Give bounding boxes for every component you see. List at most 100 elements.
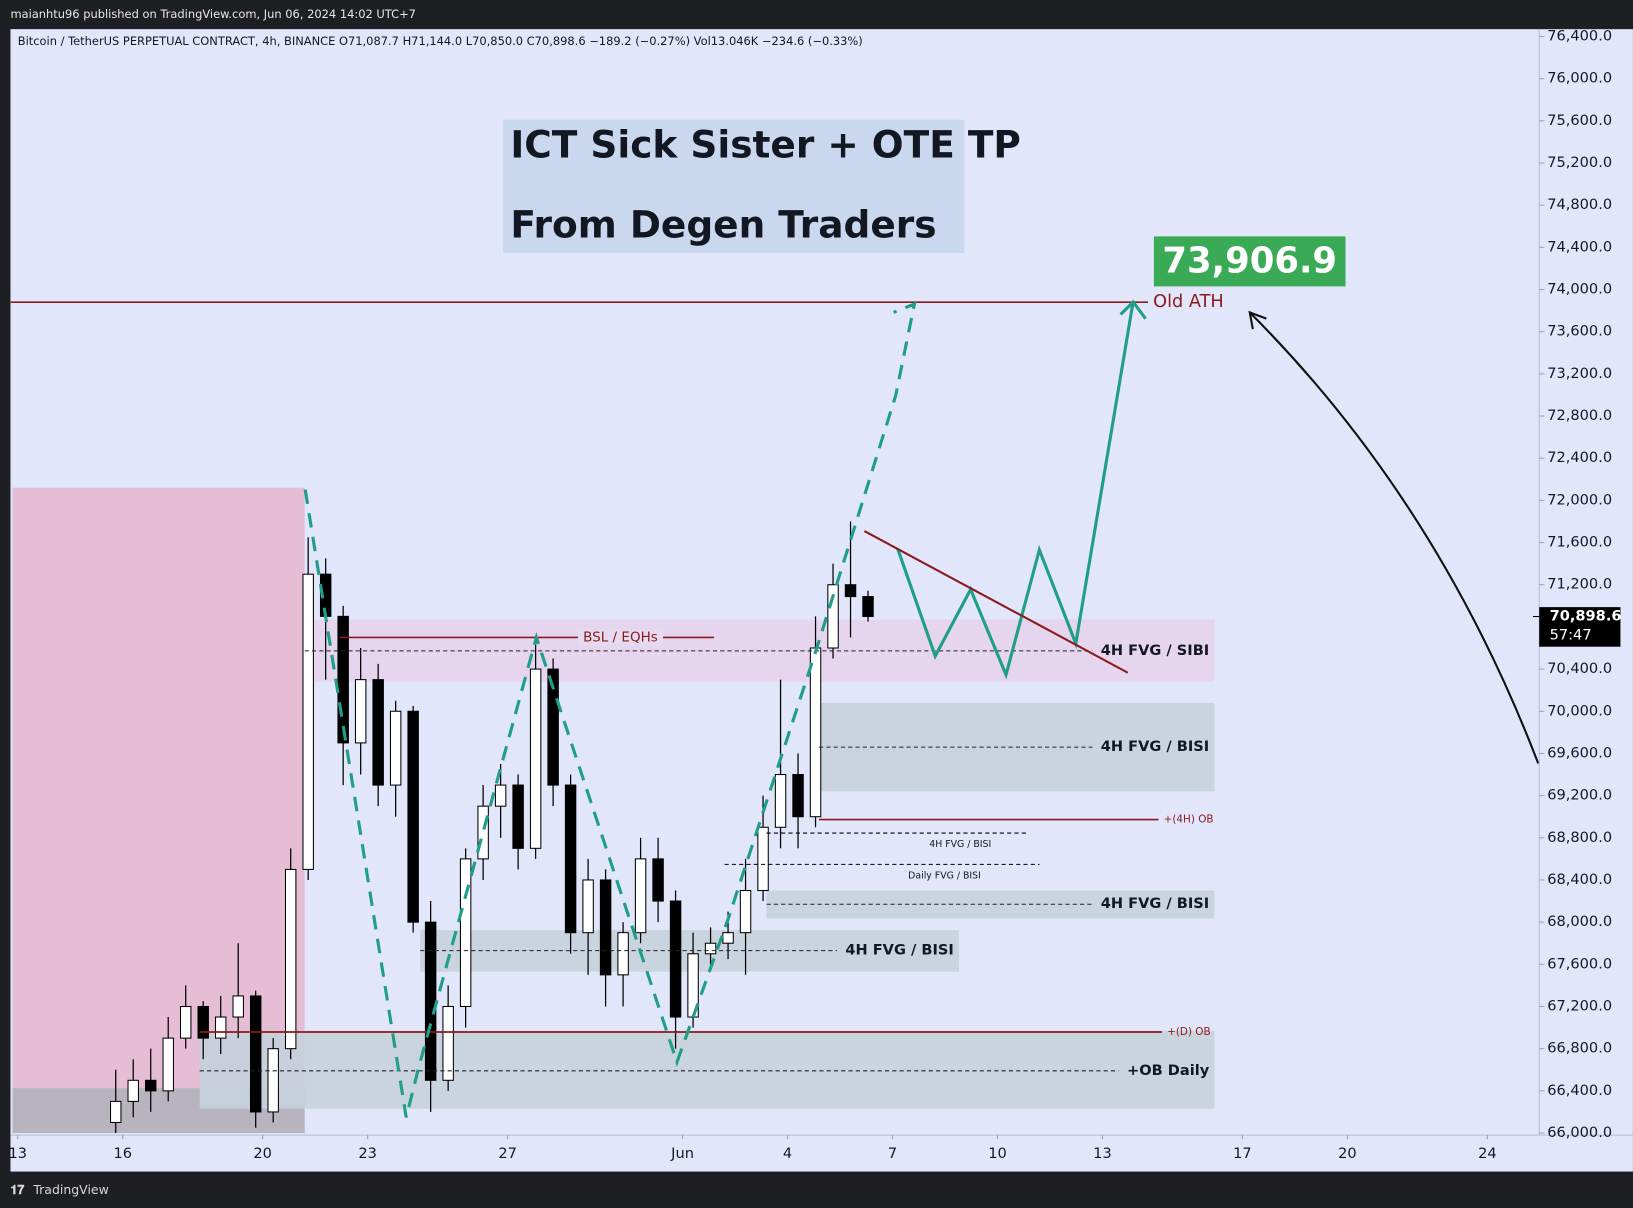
last-price-box — [1539, 607, 1621, 647]
x-tick-label: 20 — [1338, 1145, 1357, 1162]
candle-body — [197, 1005, 209, 1039]
candle-body — [844, 584, 857, 598]
trendline — [863, 530, 1129, 674]
zone — [199, 1030, 1215, 1109]
candle-body — [582, 879, 594, 934]
y-tick-label: 75,600.0 — [1547, 112, 1612, 129]
x-tick-label: 13 — [8, 1145, 27, 1162]
candle-body — [302, 573, 314, 870]
candle-body — [407, 710, 419, 923]
chart-subtitle: From Degen Traders — [510, 203, 936, 247]
candle-body — [704, 942, 717, 955]
projection-arrowhead — [1119, 299, 1147, 320]
x-tick-label: 10 — [988, 1145, 1007, 1162]
candle-body — [722, 932, 734, 944]
candle-body — [442, 1005, 454, 1081]
x-tick-label: 20 — [253, 1145, 272, 1162]
footer-brand: TradingView — [32, 1182, 108, 1197]
x-tick-label: Jun — [670, 1145, 694, 1162]
y-tick-label: 71,200.0 — [1547, 576, 1612, 593]
candle-body — [372, 679, 384, 786]
zone-label: 4H FVG / BISI — [845, 942, 953, 959]
symbol-line: Bitcoin / TetherUS PERPETUAL CONTRACT, 4… — [18, 34, 863, 48]
candle-body — [774, 774, 787, 828]
target-box — [1153, 236, 1346, 287]
y-tick-label: 74,400.0 — [1547, 238, 1612, 255]
candle-body — [512, 784, 524, 849]
projection-dashed — [303, 301, 917, 1118]
candle-body — [127, 1079, 139, 1102]
x-tick-label: 13 — [1093, 1145, 1112, 1162]
label-background — [577, 629, 664, 646]
candle-body — [547, 668, 559, 786]
y-tick-label: 68,400.0 — [1547, 871, 1612, 888]
y-tick-label: 75,200.0 — [1547, 154, 1612, 171]
y-tick-label: 67,200.0 — [1547, 997, 1612, 1014]
target-label: 73,906.9 — [1162, 240, 1337, 281]
x-tick-label: 4 — [783, 1145, 792, 1162]
y-tick-label: 68,000.0 — [1547, 913, 1612, 930]
x-tick-label: 17 — [1233, 1145, 1252, 1162]
zone-label: 4H FVG / SIBI — [1101, 642, 1209, 659]
last-price-label: 70,898.6 — [1550, 608, 1622, 625]
chart-title: ICT Sick Sister + OTE TP — [510, 122, 1021, 166]
level-label: 4H FVG / BISI — [929, 839, 991, 850]
candle-body — [862, 596, 874, 618]
y-tick-label: 72,800.0 — [1547, 407, 1612, 424]
candle-body — [634, 858, 647, 934]
y-tick-label: 72,400.0 — [1547, 449, 1612, 466]
y-tick-label: 76,000.0 — [1547, 70, 1612, 87]
candle-body — [424, 921, 437, 1081]
title-box — [503, 119, 965, 254]
x-tick-label: 16 — [113, 1145, 132, 1162]
zone-label: +OB Daily — [1127, 1062, 1210, 1079]
candle-body — [389, 710, 402, 786]
candle-body — [529, 668, 542, 849]
curve-arrowhead — [1248, 310, 1267, 330]
candle-body — [564, 784, 577, 934]
level-label: +(D) OB — [1167, 1026, 1211, 1038]
y-tick-label: 67,600.0 — [1547, 955, 1612, 972]
candle-body — [739, 889, 752, 934]
tv-logo: 𝟏𝟕 — [10, 1182, 24, 1197]
drawings — [303, 299, 1540, 1118]
candle-body — [110, 1100, 122, 1123]
y-tick-label: 72,000.0 — [1547, 491, 1612, 508]
level-label: BSL / EQHs — [583, 629, 658, 645]
y-tick-label: 68,800.0 — [1547, 829, 1612, 846]
x-tick-label: 7 — [888, 1145, 897, 1162]
x-tick-label: 27 — [498, 1145, 517, 1162]
y-tick-label: 70,000.0 — [1547, 702, 1612, 719]
candle-body — [477, 805, 489, 860]
y-tick-label: 66,400.0 — [1547, 1082, 1612, 1099]
published-line: maianhtu96 published on TradingView.com,… — [10, 7, 415, 21]
y-tick-label: 74,800.0 — [1547, 196, 1612, 213]
candle-body — [669, 900, 682, 1018]
x-tick-label: 24 — [1478, 1145, 1497, 1162]
candle-body — [599, 879, 612, 976]
y-tick-label: 66,000.0 — [1547, 1124, 1612, 1141]
zone-label: 4H FVG / BISI — [1101, 738, 1209, 755]
candle-body — [249, 995, 262, 1113]
y-tick-label: 69,600.0 — [1547, 744, 1612, 761]
candle-body — [267, 1048, 279, 1113]
candle-body — [144, 1079, 157, 1092]
y-tick-label: 74,000.0 — [1547, 281, 1612, 298]
candle-body — [179, 1005, 192, 1039]
candle-body — [792, 774, 804, 818]
candle-body — [284, 868, 297, 1050]
level-label: +(4H) OB — [1164, 814, 1214, 826]
candle-body — [494, 784, 507, 807]
countdown-label: 57:47 — [1550, 626, 1592, 643]
candle-body — [809, 647, 822, 818]
candle-body — [617, 932, 629, 976]
zone-label: 4H FVG / BISI — [1101, 895, 1209, 912]
candle-body — [354, 679, 367, 744]
candle-body — [162, 1037, 174, 1092]
y-tick-label: 76,400.0 — [1547, 27, 1612, 44]
y-tick-label: 66,800.0 — [1547, 1040, 1612, 1057]
candle-body — [232, 995, 244, 1018]
candle-body — [459, 858, 472, 1008]
